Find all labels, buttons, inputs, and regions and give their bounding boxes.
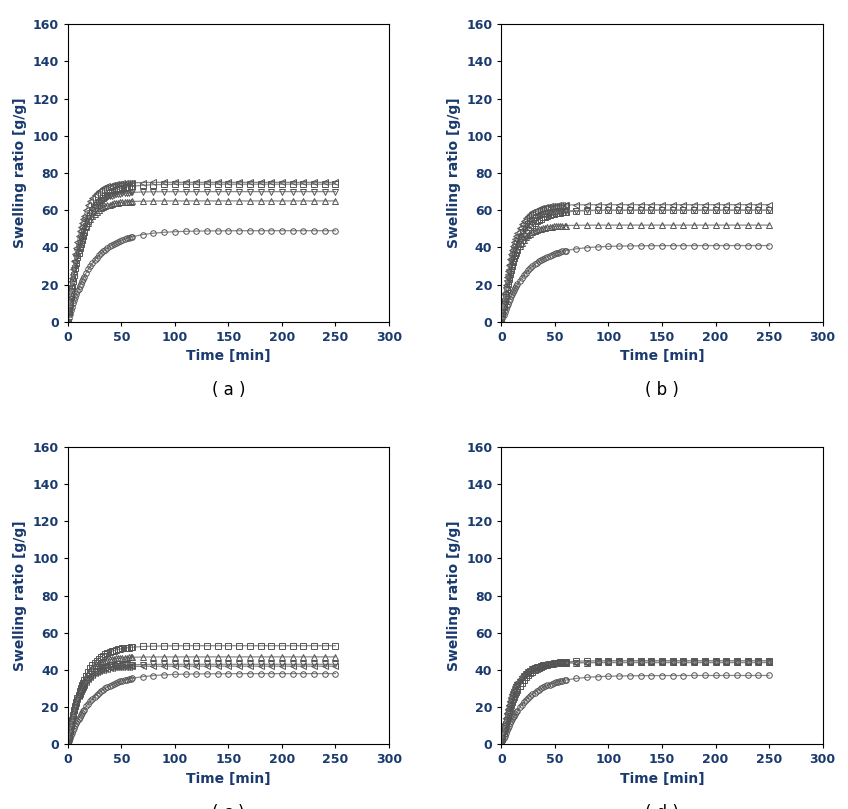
Text: ( a ): ( a ) [212, 381, 245, 400]
Text: ( d ): ( d ) [645, 804, 679, 809]
Y-axis label: Swelling ratio [g/g]: Swelling ratio [g/g] [13, 520, 27, 671]
X-axis label: Time [min]: Time [min] [186, 349, 271, 363]
X-axis label: Time [min]: Time [min] [620, 772, 705, 786]
X-axis label: Time [min]: Time [min] [186, 772, 271, 786]
Text: ( c ): ( c ) [212, 804, 245, 809]
Y-axis label: Swelling ratio [g/g]: Swelling ratio [g/g] [447, 98, 460, 248]
Y-axis label: Swelling ratio [g/g]: Swelling ratio [g/g] [13, 98, 27, 248]
X-axis label: Time [min]: Time [min] [620, 349, 705, 363]
Text: ( b ): ( b ) [645, 381, 679, 400]
Y-axis label: Swelling ratio [g/g]: Swelling ratio [g/g] [447, 520, 460, 671]
